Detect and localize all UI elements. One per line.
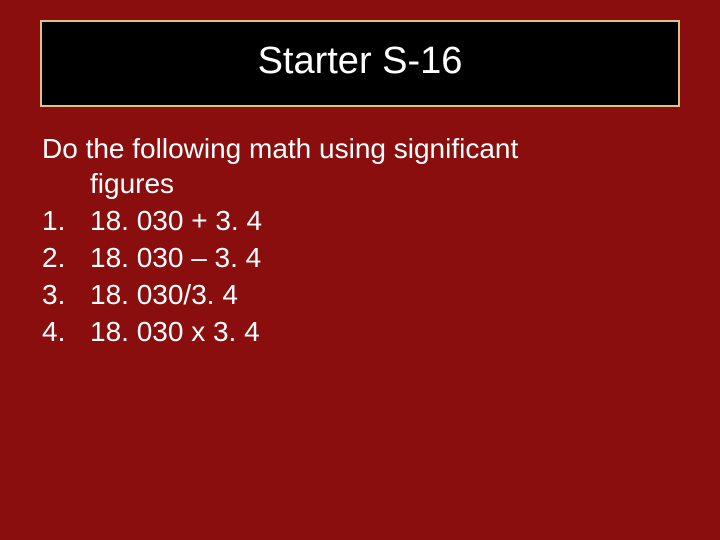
prompt-line-1: Do the following math using significant bbox=[42, 133, 518, 164]
list-item: 4. 18. 030 x 3. 4 bbox=[42, 314, 680, 349]
list-item: 3. 18. 030/3. 4 bbox=[42, 277, 680, 312]
list-item-text: 18. 030 – 3. 4 bbox=[90, 240, 680, 275]
slide-title: Starter S-16 bbox=[62, 40, 658, 83]
list-item-number: 3. bbox=[42, 277, 90, 312]
list-item-number: 4. bbox=[42, 314, 90, 349]
problem-list: 1. 18. 030 + 3. 4 2. 18. 030 – 3. 4 3. 1… bbox=[42, 203, 680, 349]
prompt-line-2: figures bbox=[42, 166, 680, 201]
list-item: 1. 18. 030 + 3. 4 bbox=[42, 203, 680, 238]
title-box: Starter S-16 bbox=[40, 20, 680, 107]
list-item-text: 18. 030 + 3. 4 bbox=[90, 203, 680, 238]
slide-container: Starter S-16 Do the following math using… bbox=[0, 0, 720, 540]
prompt-text: Do the following math using significant … bbox=[42, 131, 680, 201]
slide-content: Do the following math using significant … bbox=[40, 131, 680, 349]
list-item-number: 2. bbox=[42, 240, 90, 275]
list-item-number: 1. bbox=[42, 203, 90, 238]
list-item-text: 18. 030/3. 4 bbox=[90, 277, 680, 312]
list-item-text: 18. 030 x 3. 4 bbox=[90, 314, 680, 349]
list-item: 2. 18. 030 – 3. 4 bbox=[42, 240, 680, 275]
